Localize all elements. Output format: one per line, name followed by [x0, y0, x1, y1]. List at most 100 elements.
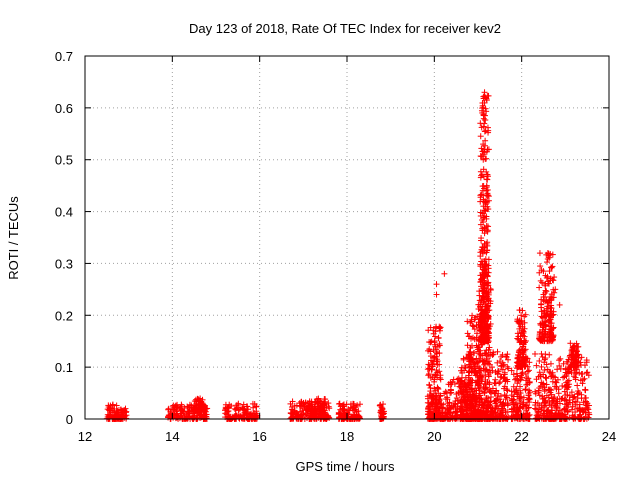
data-point — [427, 388, 434, 395]
data-point — [425, 372, 432, 379]
data-point — [247, 412, 254, 419]
data-point — [165, 406, 172, 413]
data-point — [430, 393, 437, 400]
data-point — [454, 376, 461, 383]
data-point — [376, 402, 383, 409]
x-tick-label: 18 — [340, 429, 354, 444]
data-point — [453, 395, 460, 402]
data-point — [314, 410, 321, 417]
data-point — [426, 371, 433, 378]
data-point — [115, 410, 122, 417]
x-tick-label: 16 — [252, 429, 266, 444]
data-point — [236, 406, 243, 413]
data-point — [287, 400, 294, 407]
data-point — [526, 367, 533, 374]
y-tick-label: 0.2 — [55, 308, 73, 323]
data-point — [321, 403, 328, 410]
data-point — [316, 398, 323, 405]
data-point — [536, 357, 543, 364]
data-point — [343, 401, 350, 408]
data-point — [557, 365, 564, 372]
data-point — [440, 401, 447, 408]
data-point — [426, 381, 433, 388]
data-point — [484, 186, 491, 193]
data-point — [432, 410, 439, 417]
data-point — [191, 406, 198, 413]
data-point — [428, 366, 435, 373]
data-point — [477, 120, 484, 127]
data-point — [235, 407, 242, 414]
data-point — [231, 405, 238, 412]
chart-title: Day 123 of 2018, Rate Of TEC Index for r… — [189, 21, 501, 36]
data-point — [425, 361, 432, 368]
data-point — [538, 363, 545, 370]
data-point — [538, 350, 545, 357]
data-point — [477, 133, 484, 140]
data-point — [321, 396, 328, 403]
data-point — [436, 368, 443, 375]
x-tick-label: 22 — [514, 429, 528, 444]
data-point — [300, 410, 307, 417]
data-point — [306, 399, 313, 406]
data-point — [428, 338, 435, 345]
data-point — [186, 401, 193, 408]
data-point — [170, 411, 177, 418]
data-point — [173, 408, 180, 415]
data-point — [171, 405, 178, 412]
data-point — [199, 401, 206, 408]
data-point — [174, 410, 181, 417]
data-point — [425, 327, 432, 334]
data-point — [492, 380, 499, 387]
data-point — [553, 379, 560, 386]
data-point — [228, 402, 235, 409]
data-point — [536, 250, 543, 257]
data-point — [447, 390, 454, 397]
data-point — [120, 412, 127, 419]
data-point — [536, 284, 543, 291]
y-tick-label: 0.5 — [55, 153, 73, 168]
data-point — [296, 400, 303, 407]
data-point — [314, 399, 321, 406]
data-point — [251, 410, 258, 417]
data-point — [491, 379, 498, 386]
data-point — [185, 414, 192, 421]
data-point — [426, 392, 433, 399]
data-point — [549, 263, 556, 270]
data-point — [245, 406, 252, 413]
data-point — [378, 410, 385, 417]
data-point — [425, 408, 432, 415]
data-point — [113, 402, 120, 409]
data-point — [168, 410, 175, 417]
data-point — [436, 397, 443, 404]
x-tick-label: 14 — [165, 429, 179, 444]
data-point — [557, 355, 564, 362]
x-tick-label: 20 — [427, 429, 441, 444]
data-point — [484, 193, 491, 200]
data-point — [115, 415, 122, 422]
data-point — [379, 415, 386, 422]
x-tick-label: 24 — [602, 429, 616, 444]
data-point — [432, 387, 439, 394]
data-point — [253, 403, 260, 410]
data-point — [106, 406, 113, 413]
data-point — [122, 409, 129, 416]
data-point — [315, 403, 322, 410]
y-tick-label: 0.1 — [55, 360, 73, 375]
data-point — [319, 406, 326, 413]
data-point — [244, 403, 251, 410]
data-point — [318, 408, 325, 415]
data-point — [295, 412, 302, 419]
y-tick-label: 0 — [66, 412, 73, 427]
data-point — [196, 398, 203, 405]
data-point — [289, 406, 296, 413]
data-point — [322, 410, 329, 417]
data-point — [481, 128, 488, 135]
data-point — [426, 346, 433, 353]
data-point — [433, 281, 440, 288]
x-tick-label: 12 — [78, 429, 92, 444]
data-point — [574, 382, 581, 389]
data-point — [287, 409, 294, 416]
data-points — [103, 89, 593, 422]
data-point — [427, 353, 434, 360]
data-point — [483, 182, 490, 189]
